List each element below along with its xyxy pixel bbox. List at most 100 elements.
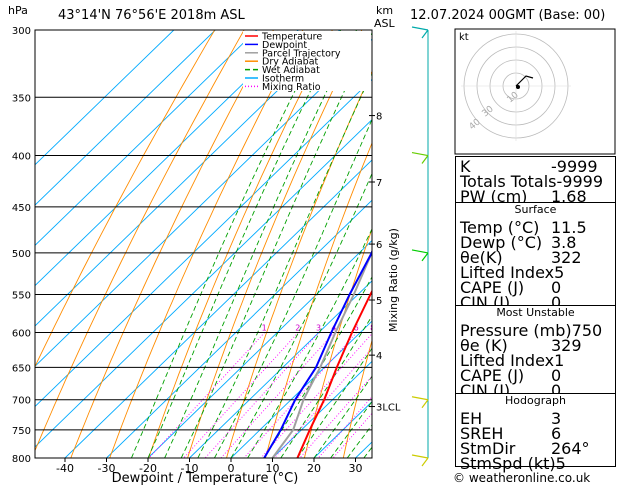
temperature-tick-label: 0 [228,462,235,475]
pressure-tick-label: 750 [12,426,31,437]
isotherm-line [106,199,372,458]
info-label: Pressure (mb) [460,321,572,340]
isotherm-line [147,239,372,458]
wind-barb [421,457,429,467]
wind-barb-flag [411,151,429,157]
legend-entry: Mixing Ratio [262,82,321,93]
datetime-title: 12.07.2024 00GMT (Base: 00) [410,8,605,23]
hodograph-table-box: Hodograph EH 3 SREH 6 StmDir 264° StmSpd (kt) 5 [455,393,616,473]
info-value: 3.8 [551,233,577,252]
wind-barb-flag [411,26,429,31]
info-label: CAPE (J) [460,366,525,385]
hodograph-table-title: Hodograph [505,394,566,407]
mixing-ratio-label: 2 [295,323,300,332]
mixing-ratio-label: 8 [370,323,375,332]
surface-box: Surface Temp (°C) 11.5 Dewp (°C) 3.8 θe(K) 32… [455,202,616,312]
wind-barb [421,155,429,164]
legend-entry: Dry Adiabat [262,57,319,68]
info-label: StmDir [460,439,516,458]
info-row: StmSpd (kt) 5 [456,454,615,473]
info-value: 0 [551,366,562,385]
wind-barb [421,252,429,262]
wet-adiabat-line [180,32,372,458]
wind-barb [421,29,429,39]
dry-adiabat-line [148,30,333,458]
info-label: θe(K) [460,248,503,267]
isotherm-line [35,119,372,448]
info-row: Totals Totals -9999 [456,172,615,191]
mixing-ratio-label: 20 [426,323,436,332]
km-tick-label: 7 [376,178,382,189]
wind-barb-flag [411,249,429,254]
most-unstable-box: Most Unstable Pressure (mb) 750 θe (K) 329 L… [455,305,616,400]
isotherm-line [35,30,299,287]
pressure-tick-label: 300 [12,26,31,37]
mixing-ratio-line [220,332,335,458]
pressure-tick-label: 500 [12,249,31,260]
wind-barb-flag [411,396,429,401]
location-title: 43°14'N 76°56'E 2018m ASL [58,8,246,23]
dry-adiabat-line [35,30,245,452]
info-row: Dewp (°C) 3.8 [456,233,615,252]
info-row: Pressure (mb) 750 [456,321,615,340]
temperature-tick-label: -10 [181,462,199,475]
temperature-tick-label: 30 [349,462,363,475]
hodograph-storm-motion [516,85,520,89]
x-axis-title: Dewpoint / Temperature (°C) [112,471,299,486]
isotherm-line [189,280,372,458]
isotherm-line [35,30,258,247]
wind-barb-flag [411,454,429,459]
km-tick-label: 8 [376,112,382,123]
pressure-tick-label: 800 [12,454,31,465]
most-unstable-title: Most Unstable [496,306,575,319]
legend-background [243,31,371,91]
mixing-ratio-line [183,332,299,458]
info-value: 5 [554,263,565,282]
info-row: θe(K) 322 [456,248,615,267]
legend-entry: Temperature [261,32,322,43]
legend-entry: Parcel Trajectory [262,48,341,59]
info-label: StmSpd (kt) [460,454,556,473]
info-label: Lifted Index [460,263,555,282]
temperature-tick-label: -40 [56,462,74,475]
wet-adiabat-line [247,227,372,458]
info-label: CAPE (J) [460,278,525,297]
info-value: -9999 [556,172,604,191]
info-row: θe (K) 329 [456,336,615,355]
asl-label: ASL [374,17,396,30]
info-value: 322 [551,248,582,267]
info-value: 750 [571,321,603,340]
wet-adiabat-line [297,347,372,458]
pressure-tick-label: 450 [12,203,31,214]
mixing-ratio-axis-title: Mixing Ratio (g/kg) [387,228,400,332]
info-label: Temp (°C) [460,218,540,237]
info-row: CAPE (J) 0 [456,278,615,297]
km-tick-label: 5 [376,296,382,307]
mixing-ratio-label: 15 [408,323,418,332]
pressure-tick-label: 350 [12,93,31,104]
wet-adiabat-line [214,118,372,458]
mixing-ratio-line [204,332,320,458]
info-value: -9999 [551,157,598,176]
info-value: 1 [554,351,565,370]
info-value: 1.68 [551,187,587,206]
info-value: 3 [551,409,562,428]
legend-entry: Isotherm [262,74,304,85]
info-value: 264° [551,439,590,458]
parcel-trajectory [271,249,372,458]
wet-adiabat-line [330,400,372,458]
temperature-tick-label: 10 [266,462,280,475]
legend-entry: Wet Adiabat [262,65,320,76]
info-value: 0 [551,293,562,312]
temperature-tick-label: 20 [307,462,321,475]
pressure-tick-label: 700 [12,396,31,407]
temperature-tick-label: -20 [139,462,157,475]
isotherm-line [35,30,175,166]
wind-barb [421,399,429,409]
copyright: © weatheronline.co.uk [453,471,590,485]
legend-entry: Dewpoint [262,40,307,51]
info-row: CAPE (J) 0 [456,366,615,385]
